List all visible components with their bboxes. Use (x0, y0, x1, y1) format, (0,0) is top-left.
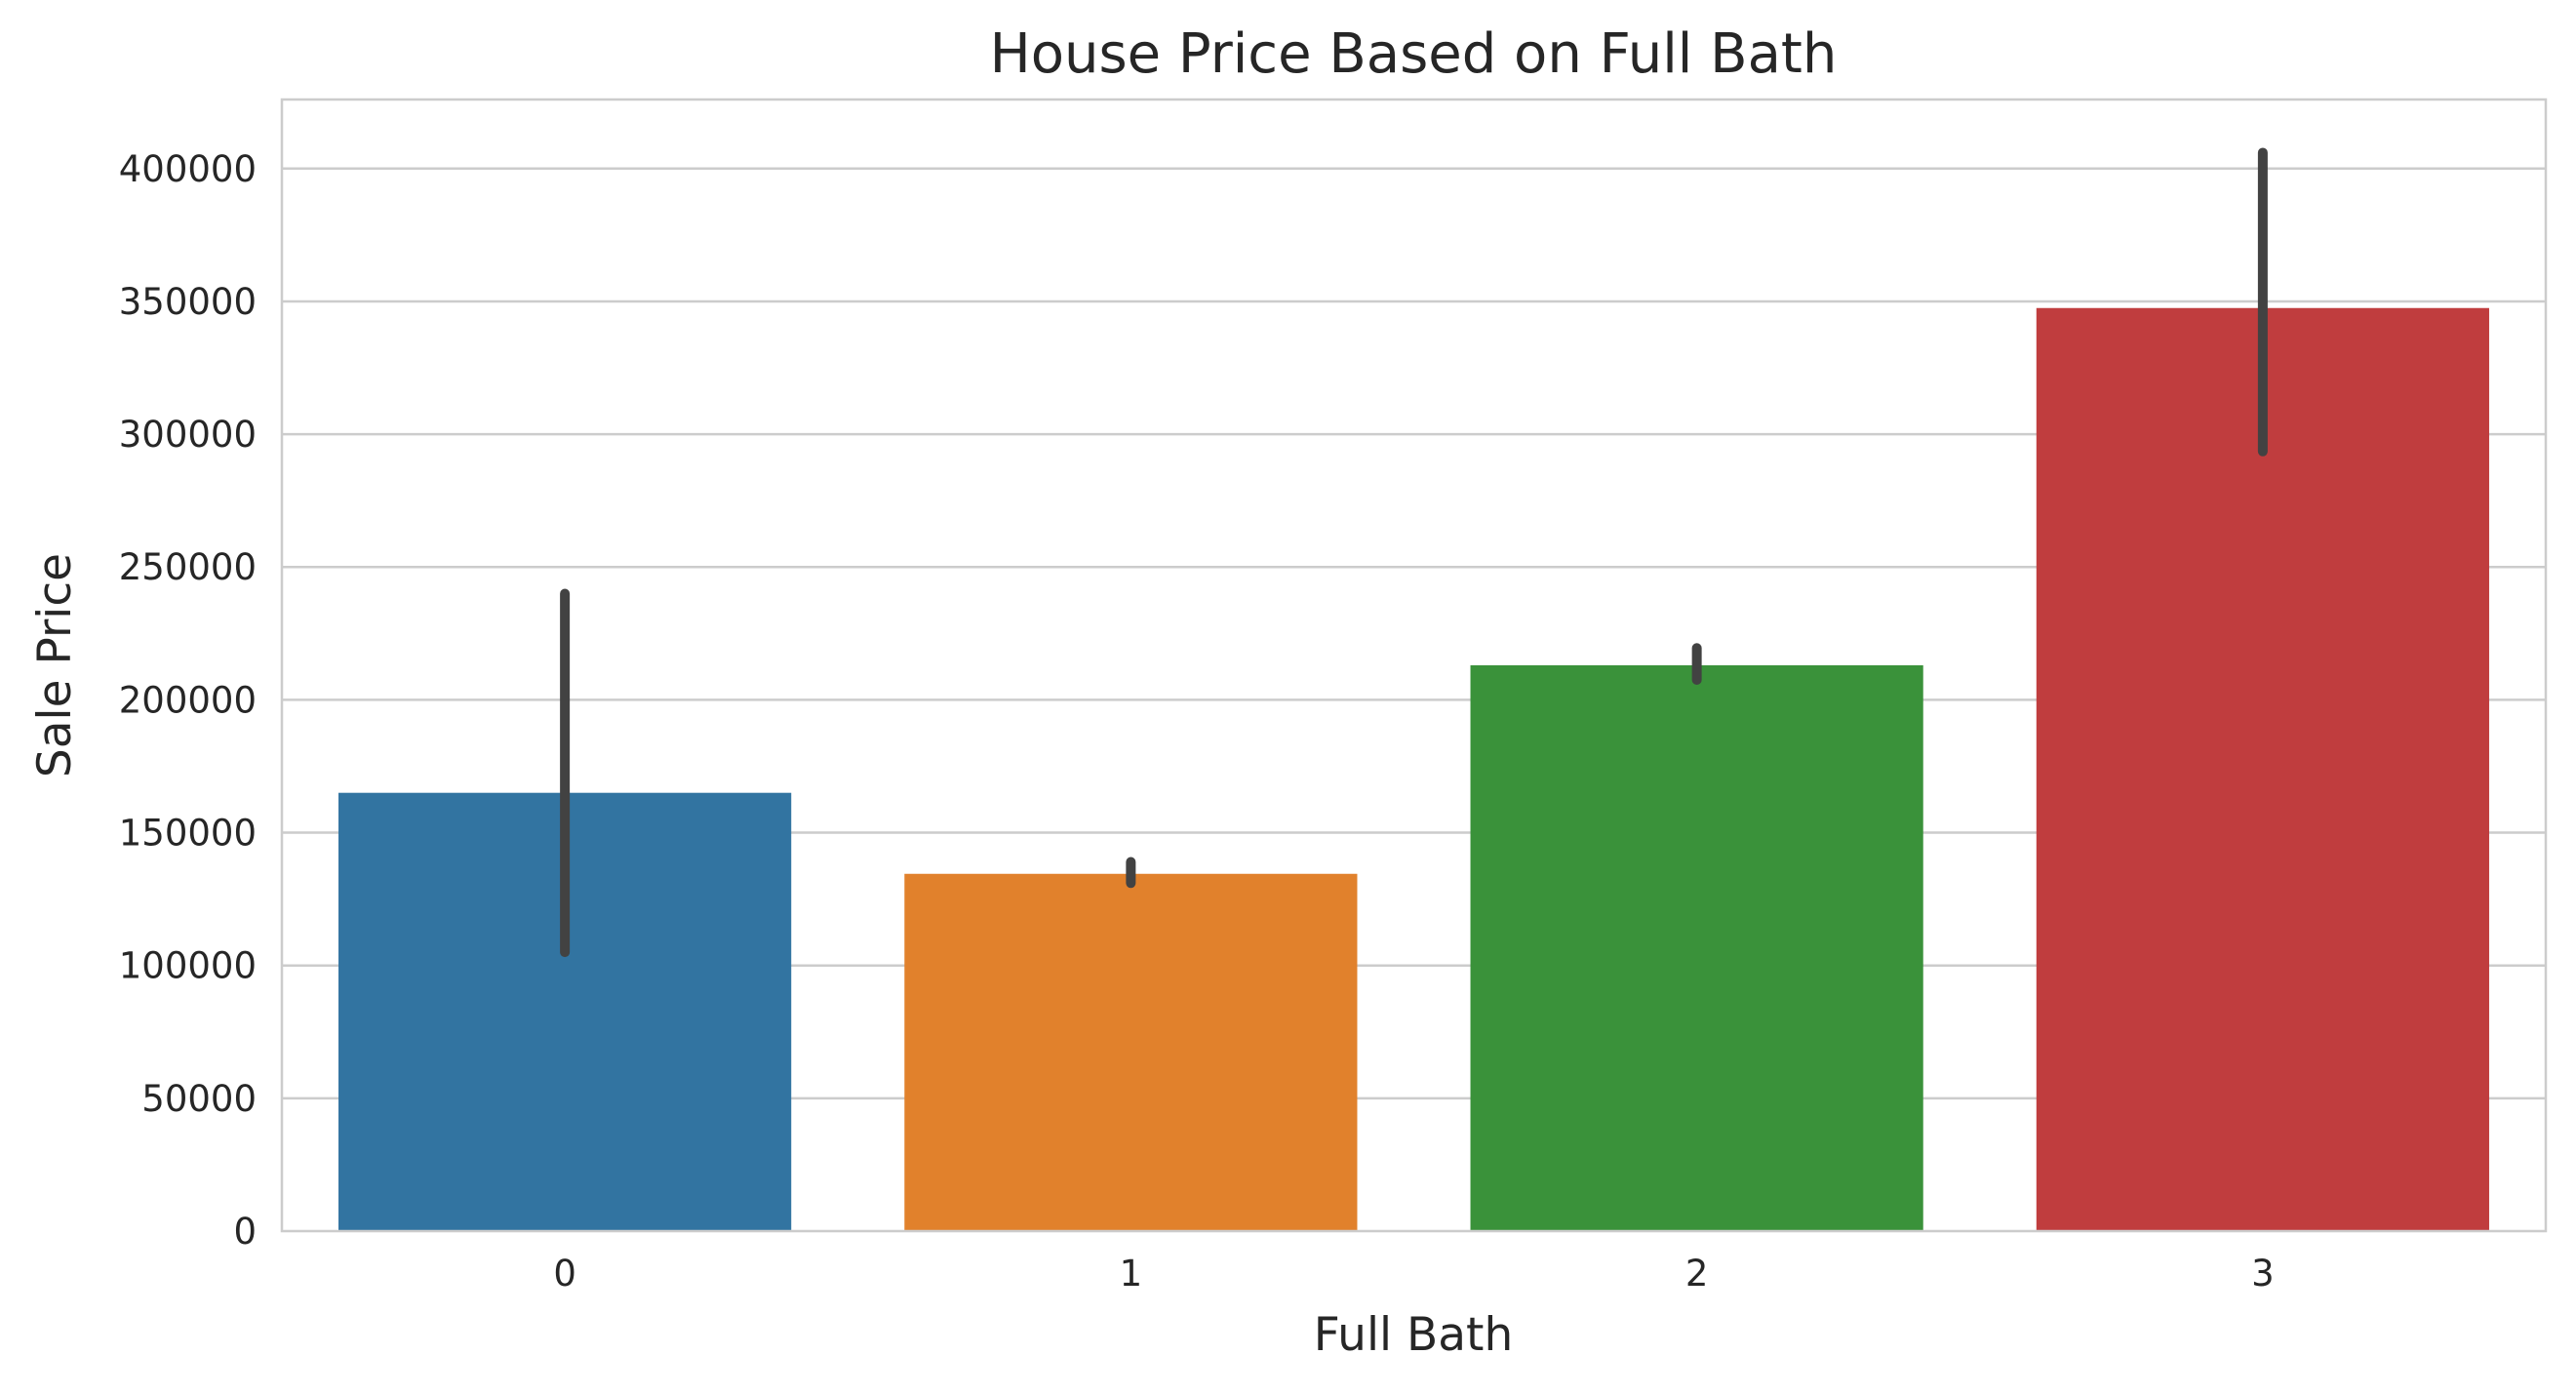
y-tick-label: 200000 (119, 679, 257, 721)
y-tick-labels: 0 50000 100000 150000 200000 250000 300000 3500… (119, 148, 257, 1253)
y-tick-label: 250000 (119, 546, 257, 588)
y-tick-label: 150000 (119, 813, 257, 855)
x-tick-labels: 0 1 2 3 (553, 1253, 2274, 1295)
y-tick-label: 0 (233, 1211, 257, 1253)
bar-1 (904, 873, 1358, 1231)
x-tick-label: 2 (1685, 1253, 1709, 1295)
bar-2 (1470, 665, 1923, 1231)
x-tick-label: 0 (553, 1253, 576, 1295)
y-tick-label: 400000 (119, 148, 257, 190)
y-tick-label: 350000 (119, 281, 257, 323)
y-tick-label: 100000 (119, 945, 257, 987)
x-tick-label: 1 (1120, 1253, 1143, 1295)
bar-3 (2036, 307, 2489, 1231)
y-tick-label: 300000 (119, 414, 257, 456)
x-tick-label: 3 (2251, 1253, 2275, 1295)
plot-frame (280, 98, 2548, 1233)
error-bars (560, 147, 2268, 958)
y-tick-label: 50000 (141, 1078, 257, 1120)
chart-title: House Price Based on Full Bath (990, 22, 1838, 86)
x-axis-label: Full Bath (1314, 1308, 1514, 1362)
bars (338, 307, 2489, 1231)
y-axis-label: Sale Price (28, 553, 82, 777)
